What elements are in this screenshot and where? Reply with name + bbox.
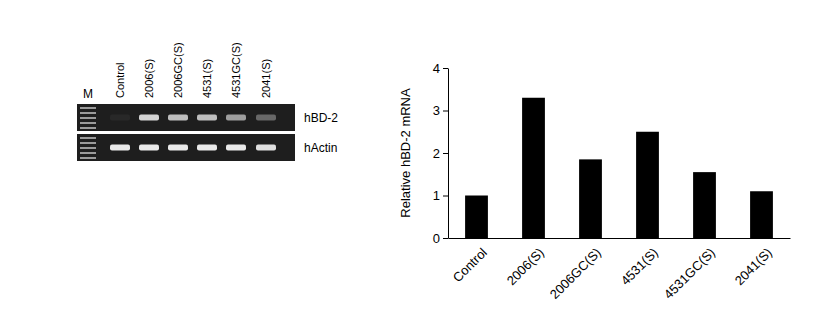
x-tick-label: 4531(S) (618, 245, 661, 288)
ladder-band (80, 117, 96, 119)
lane-label: 2006(S) (143, 59, 155, 98)
ladder-band (80, 112, 96, 114)
y-tick: 4 (433, 61, 448, 76)
ladder-band (80, 122, 96, 124)
lane-label: M (83, 87, 93, 101)
gel-strip (77, 134, 295, 161)
x-tick-label: 2006GC(S) (547, 245, 604, 302)
gel-band (168, 145, 188, 151)
y-tick: 2 (433, 146, 448, 161)
x-tick: Control (450, 238, 490, 285)
ladder-band (80, 142, 96, 144)
x-tick-label: Control (450, 245, 490, 285)
y-tick-label: 3 (433, 103, 440, 118)
y-axis-title: Relative hBD-2 mRNA (398, 88, 413, 218)
x-tick: 2006(S) (504, 238, 547, 288)
ladder-band (80, 147, 96, 149)
ladder-band (80, 127, 96, 129)
gel-band (139, 115, 159, 121)
gel-strip (77, 104, 295, 131)
row-label: hActin (304, 141, 337, 155)
gel-panel: M Control 2006(S) 2006GC(S) 4531(S) 4531GC(S)… (77, 42, 338, 161)
gel-band (256, 145, 276, 151)
lane-label: Control (114, 63, 126, 98)
bar (522, 98, 545, 238)
y-tick-label: 4 (433, 61, 440, 76)
ladder-band (80, 107, 96, 109)
x-tick: 2006GC(S) (547, 238, 604, 302)
y-tick-mark (443, 111, 448, 112)
bar (465, 196, 488, 239)
gel-band (226, 115, 246, 121)
x-axis-line (449, 238, 791, 239)
ladder-band (80, 137, 96, 139)
y-tick: 1 (433, 188, 448, 203)
lane-label: 4531(S) (201, 59, 213, 98)
gel-band (197, 145, 217, 151)
y-axis-line (448, 69, 449, 239)
gel-band (110, 115, 130, 121)
gel-band (110, 145, 130, 151)
gel-band (197, 115, 217, 121)
y-tick: 0 (433, 231, 448, 246)
y-tick-mark (443, 238, 448, 239)
x-tick: 2041(S) (732, 238, 775, 288)
gel-band (168, 115, 188, 121)
ladder-band (80, 152, 96, 154)
bars (465, 98, 773, 238)
bar (750, 191, 773, 238)
lane-label: 2006GC(S) (172, 42, 184, 98)
y-tick-mark (443, 153, 448, 154)
y-axis: 0 1 2 3 4 (433, 61, 449, 246)
row-label: hBD-2 (304, 111, 338, 125)
lane-label: 4531GC(S) (230, 42, 242, 98)
x-tick-label: 4531GC(S) (661, 245, 718, 302)
x-tick-label: 2041(S) (732, 245, 775, 288)
ladder-band (80, 157, 96, 159)
gel-band (139, 145, 159, 151)
y-tick-mark (443, 68, 448, 69)
bar (636, 132, 659, 238)
x-tick: 4531(S) (618, 238, 661, 288)
y-tick-label: 2 (433, 146, 440, 161)
y-tick-label: 0 (433, 231, 440, 246)
bar (693, 172, 716, 238)
y-tick-label: 1 (433, 188, 440, 203)
gel-band (256, 115, 276, 121)
y-tick-mark (443, 196, 448, 197)
x-axis: Control 2006(S)2006GC(S) 4531(S)4531GC(S) 2… (449, 238, 791, 302)
x-tick-label: 2006(S) (504, 245, 547, 288)
x-tick: 4531GC(S) (661, 238, 718, 302)
bar (579, 159, 602, 238)
y-tick: 3 (433, 103, 448, 118)
lane-label: 2041(S) (260, 59, 272, 98)
gel-band (226, 145, 246, 151)
